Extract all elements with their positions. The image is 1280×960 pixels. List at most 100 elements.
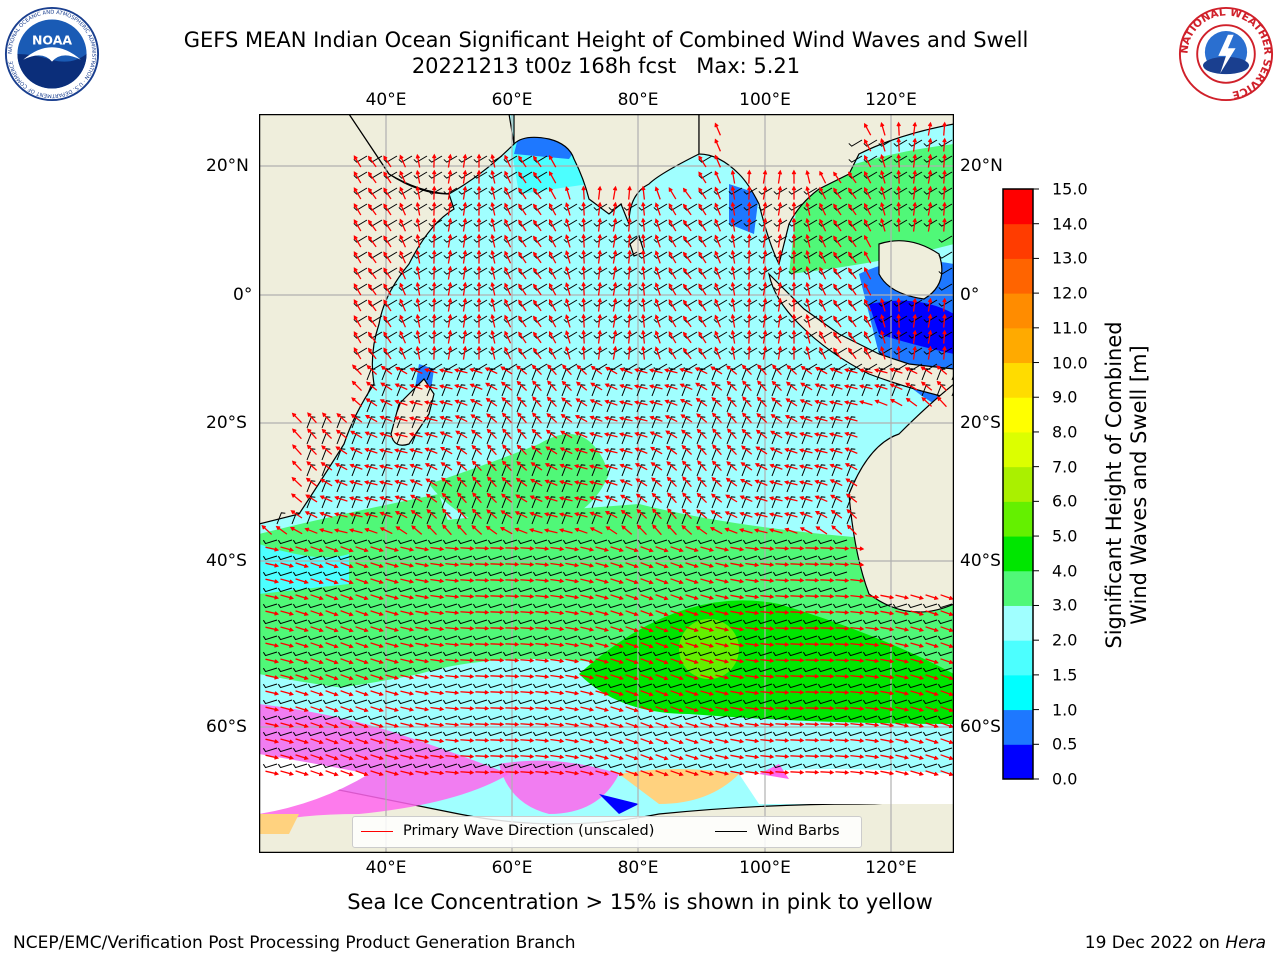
wave-arrow [762, 313, 768, 328]
wind-barb [532, 555, 548, 561]
wave-arrow [696, 413, 708, 423]
wind-barb [531, 448, 541, 461]
wind-barb [667, 747, 683, 753]
wind-barb [651, 480, 661, 493]
wind-barb [547, 747, 563, 753]
wave-arrow [400, 642, 415, 648]
wave-arrow [641, 297, 646, 312]
wave-arrow [820, 578, 835, 583]
wave-arrow [760, 674, 775, 679]
wind-barb [427, 555, 443, 561]
wind-barb [801, 464, 811, 477]
wind-barb [908, 315, 923, 323]
wave-arrow [942, 153, 947, 168]
wave-arrow [295, 546, 309, 553]
wind-barb [652, 699, 668, 705]
wind-barb [938, 267, 953, 275]
wave-arrow [325, 690, 339, 697]
wind-barb [351, 464, 361, 477]
wind-barb [397, 763, 413, 769]
wind-barb [683, 315, 698, 323]
wave-arrow [307, 412, 317, 424]
wave-arrow [730, 201, 736, 216]
wave-arrow [762, 329, 768, 344]
wave-arrow [445, 738, 460, 743]
wind-barb [518, 267, 533, 275]
wave-arrow [865, 674, 880, 680]
wave-arrow [532, 396, 542, 408]
wave-arrow [610, 610, 624, 617]
wave-arrow [618, 432, 633, 438]
colorbar-swatch [1003, 293, 1033, 329]
lon-tick-bottom: 120°E [865, 858, 917, 878]
wave-arrow [760, 642, 775, 647]
wind-barb [788, 235, 803, 243]
wave-arrow [280, 562, 294, 568]
wave-arrow [745, 594, 760, 600]
wave-arrow [535, 706, 550, 711]
wave-arrow [830, 509, 843, 519]
wind-barb [473, 251, 488, 259]
wave-arrow [649, 415, 663, 422]
wave-arrow [580, 706, 595, 712]
wave-arrow [610, 722, 624, 729]
wave-arrow [625, 610, 639, 617]
wind-barb [651, 464, 661, 477]
wave-arrow [710, 493, 723, 503]
wave-arrow [400, 546, 415, 552]
wind-barb [547, 539, 563, 545]
wave-arrow [310, 722, 324, 729]
wind-barb [698, 299, 713, 307]
wave-arrow [612, 185, 618, 200]
wave-arrow [490, 169, 496, 184]
wind-barb [518, 203, 533, 211]
wave-arrow [532, 187, 542, 200]
wave-arrow [682, 267, 692, 280]
wave-arrow [484, 367, 498, 375]
wind-barb [592, 731, 608, 737]
wind-barb [608, 219, 623, 227]
wind-barb [607, 635, 623, 641]
wind-barb [907, 731, 923, 737]
wind-barb [922, 763, 938, 769]
wind-barb [623, 267, 638, 275]
wind-barb [817, 555, 833, 561]
wind-barb [487, 731, 503, 737]
wind-barb [636, 496, 646, 509]
wind-barb [561, 432, 571, 445]
wave-arrow [559, 463, 573, 470]
wind-barb [337, 667, 353, 673]
wave-arrow [848, 171, 857, 184]
wind-barb [908, 299, 923, 307]
wind-barb [923, 187, 938, 195]
wave-arrow [910, 690, 924, 696]
wind-barb [352, 635, 368, 641]
wind-barb [772, 539, 788, 545]
colorbar-swatch [1003, 362, 1033, 398]
wind-barb [353, 283, 368, 291]
wind-barb [831, 400, 841, 413]
wind-barb [337, 763, 353, 769]
wind-barb [532, 699, 548, 705]
wave-arrow [415, 546, 430, 552]
wind-barb [817, 763, 833, 769]
wave-arrow [627, 201, 632, 216]
wind-barb [427, 619, 443, 625]
wave-arrow [305, 494, 318, 503]
wave-arrow [784, 431, 798, 438]
wind-barb [577, 555, 593, 561]
wave-arrow [670, 738, 684, 745]
wave-arrow [925, 722, 939, 729]
wind-barb [533, 187, 548, 195]
wind-barb [818, 267, 833, 275]
wind-barb [608, 299, 623, 307]
colorbar-title: Significant Height of Combined Wind Wave… [1102, 285, 1152, 685]
wind-barb [757, 571, 773, 577]
wind-barb [591, 480, 601, 493]
wind-barb [741, 496, 751, 509]
wind-barb [772, 731, 788, 737]
wind-barb [742, 603, 758, 609]
wave-arrow [518, 171, 527, 184]
wave-arrow [777, 265, 783, 280]
wave-arrow [430, 562, 445, 568]
